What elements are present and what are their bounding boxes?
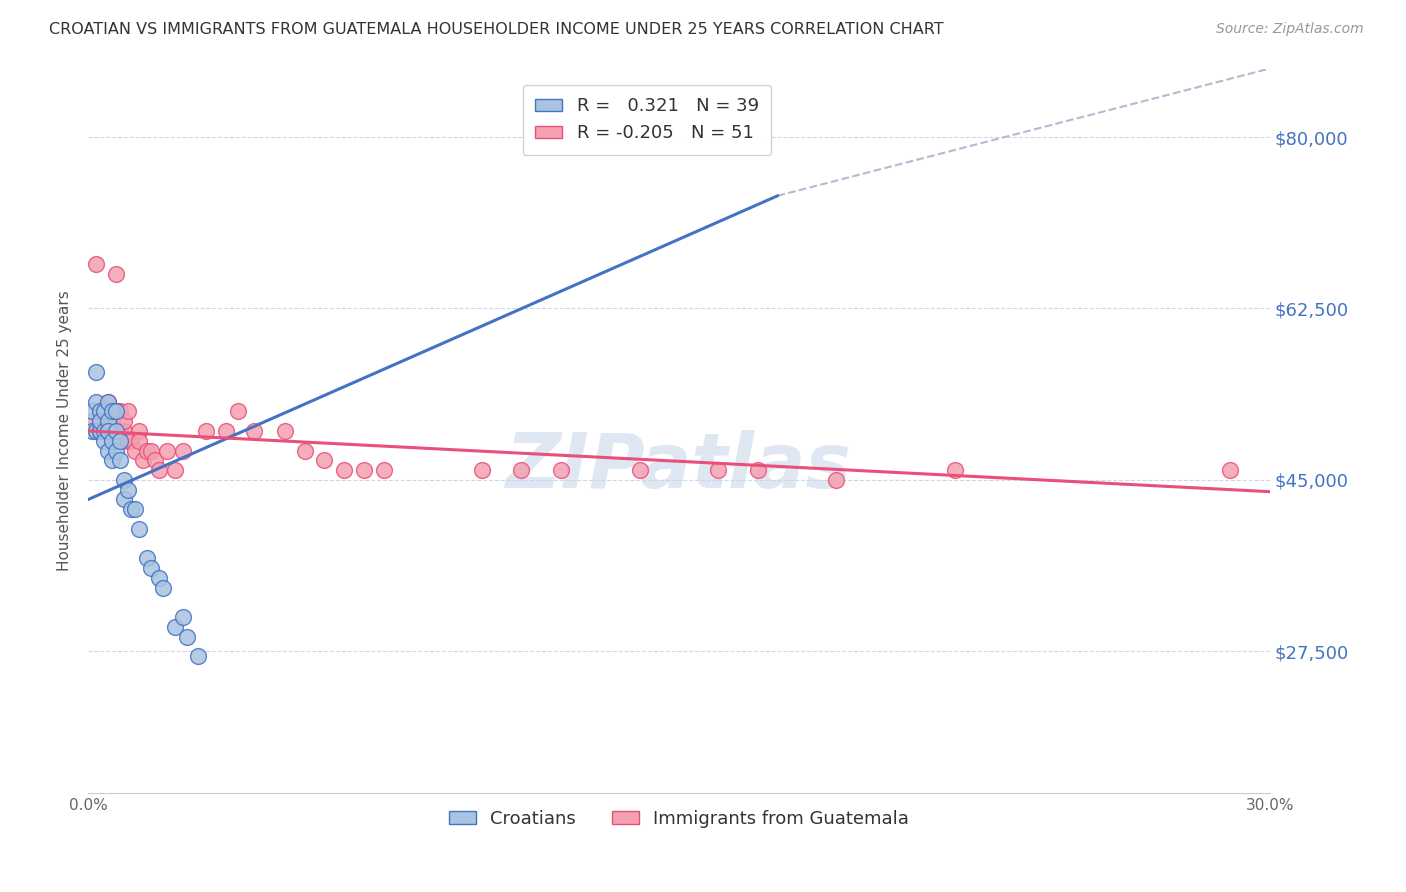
Point <box>124 502 146 516</box>
Point <box>84 424 107 438</box>
Point <box>112 414 135 428</box>
Point <box>93 404 115 418</box>
Point <box>163 463 186 477</box>
Point <box>97 414 120 428</box>
Point <box>112 473 135 487</box>
Point <box>471 463 494 477</box>
Point <box>80 424 103 438</box>
Point <box>101 434 124 448</box>
Point <box>1219 463 1241 477</box>
Point <box>89 424 111 438</box>
Point <box>172 610 194 624</box>
Point <box>89 404 111 418</box>
Point <box>132 453 155 467</box>
Point <box>84 257 107 271</box>
Point <box>97 424 120 438</box>
Point <box>101 434 124 448</box>
Point <box>825 473 848 487</box>
Point <box>108 424 131 438</box>
Point <box>121 434 143 448</box>
Point <box>97 394 120 409</box>
Point <box>136 551 159 566</box>
Point <box>93 424 115 438</box>
Point <box>93 424 115 438</box>
Point <box>108 453 131 467</box>
Point <box>294 443 316 458</box>
Point <box>121 502 143 516</box>
Text: Source: ZipAtlas.com: Source: ZipAtlas.com <box>1216 22 1364 37</box>
Point <box>112 492 135 507</box>
Point <box>104 443 127 458</box>
Point <box>163 620 186 634</box>
Text: ZIPatlas: ZIPatlas <box>506 430 852 504</box>
Point <box>97 424 120 438</box>
Point <box>101 404 124 418</box>
Point <box>108 434 131 448</box>
Point <box>628 463 651 477</box>
Point <box>943 463 966 477</box>
Point <box>136 443 159 458</box>
Point <box>89 404 111 418</box>
Point <box>89 414 111 428</box>
Point <box>353 463 375 477</box>
Point <box>152 581 174 595</box>
Point <box>550 463 572 477</box>
Point <box>747 463 769 477</box>
Text: CROATIAN VS IMMIGRANTS FROM GUATEMALA HOUSEHOLDER INCOME UNDER 25 YEARS CORRELAT: CROATIAN VS IMMIGRANTS FROM GUATEMALA HO… <box>49 22 943 37</box>
Point <box>101 414 124 428</box>
Point <box>97 424 120 438</box>
Point <box>156 443 179 458</box>
Point <box>93 434 115 448</box>
Point <box>89 424 111 438</box>
Point <box>373 463 395 477</box>
Point <box>80 414 103 428</box>
Point <box>104 404 127 418</box>
Point <box>97 424 120 438</box>
Point <box>128 434 150 448</box>
Point <box>104 267 127 281</box>
Point <box>141 561 163 575</box>
Point <box>117 434 139 448</box>
Point <box>97 394 120 409</box>
Point <box>84 394 107 409</box>
Point <box>117 483 139 497</box>
Point <box>172 443 194 458</box>
Point <box>141 443 163 458</box>
Point <box>215 424 238 438</box>
Point <box>108 404 131 418</box>
Point <box>242 424 264 438</box>
Y-axis label: Householder Income Under 25 years: Householder Income Under 25 years <box>58 291 72 571</box>
Point <box>510 463 533 477</box>
Point <box>104 404 127 418</box>
Point <box>93 404 115 418</box>
Point <box>274 424 297 438</box>
Point <box>226 404 249 418</box>
Point <box>84 424 107 438</box>
Point <box>84 365 107 379</box>
Point <box>128 424 150 438</box>
Point <box>195 424 218 438</box>
Point <box>148 463 170 477</box>
Point <box>80 404 103 418</box>
Legend: Croatians, Immigrants from Guatemala: Croatians, Immigrants from Guatemala <box>441 803 917 835</box>
Point <box>187 649 209 664</box>
Point <box>314 453 336 467</box>
Point <box>333 463 356 477</box>
Point <box>101 453 124 467</box>
Point <box>124 443 146 458</box>
Point <box>176 630 198 644</box>
Point <box>148 571 170 585</box>
Point <box>707 463 730 477</box>
Point <box>128 522 150 536</box>
Point <box>97 443 120 458</box>
Point <box>112 424 135 438</box>
Point <box>89 424 111 438</box>
Point <box>143 453 166 467</box>
Point <box>117 404 139 418</box>
Point <box>104 424 127 438</box>
